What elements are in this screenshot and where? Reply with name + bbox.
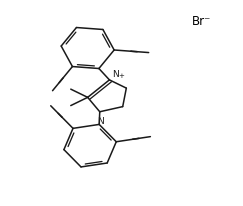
Text: +: +: [118, 72, 124, 78]
Text: N: N: [98, 117, 104, 126]
Text: Br⁻: Br⁻: [191, 15, 211, 28]
Text: N: N: [112, 69, 119, 78]
